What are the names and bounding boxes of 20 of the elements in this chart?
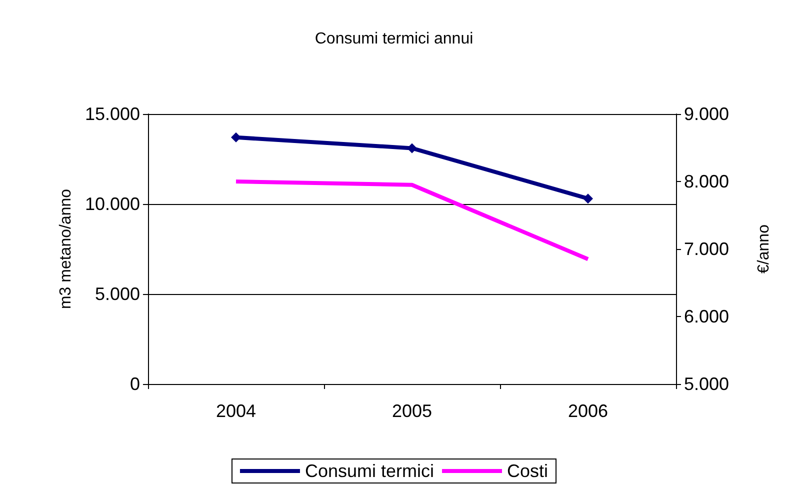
y-tick-label: 15.000: [84, 104, 140, 124]
y-tick-label: 5.000: [94, 284, 140, 304]
y-tick-label: 0: [130, 374, 140, 394]
y2-tick-label: 7.000: [684, 239, 730, 259]
x-tick-label: 2006: [568, 401, 608, 421]
y-axis-title: m3 metano/anno: [58, 188, 75, 310]
y-tick-label: 10.000: [84, 194, 140, 214]
legend-label: Consumi termici: [304, 461, 434, 481]
point: [407, 143, 417, 154]
y2-tick-label: 5.000: [684, 374, 730, 394]
x-tick-label: 2004: [216, 401, 256, 421]
point: [583, 194, 593, 204]
y2-tick-label: 8.000: [684, 172, 730, 192]
legend-label: Costi: [507, 461, 548, 481]
chart-title: Consumi termici annui: [314, 30, 474, 48]
y2-tick-label: 9.000: [684, 104, 730, 124]
point: [231, 132, 241, 142]
y2-tick-label: 6.000: [684, 306, 730, 326]
x-tick-label: 2005: [392, 401, 432, 421]
y2-axis-title: €/anno: [756, 224, 772, 274]
